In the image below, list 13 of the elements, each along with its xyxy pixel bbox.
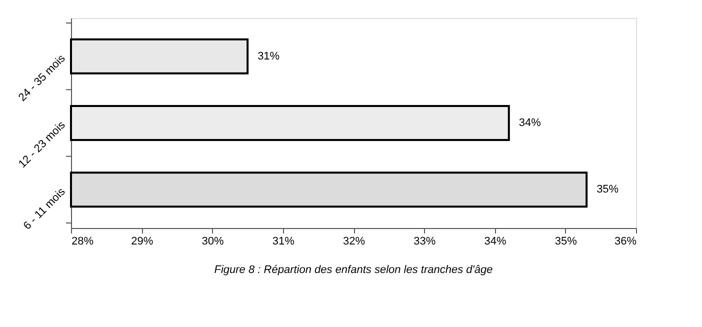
- x-tick-label: 34%: [484, 236, 506, 248]
- x-tick-label: 36%: [614, 236, 637, 248]
- data-label: 34%: [518, 117, 542, 129]
- x-tick-label: 33%: [414, 236, 436, 248]
- text: Figure 8 : Répartion des enfants selon les tranches d'âge: [214, 264, 493, 276]
- x-tick-label: 35%: [554, 236, 578, 248]
- data-label: 35%: [596, 184, 619, 196]
- data-label: 31%: [258, 50, 280, 62]
- x-tick-label: 29%: [131, 236, 154, 248]
- x-tick-label: 30%: [202, 236, 224, 248]
- x-tick-label: 31%: [272, 236, 295, 248]
- x-tick-label: 28%: [72, 236, 94, 248]
- x-tick-label: 32%: [342, 236, 366, 248]
